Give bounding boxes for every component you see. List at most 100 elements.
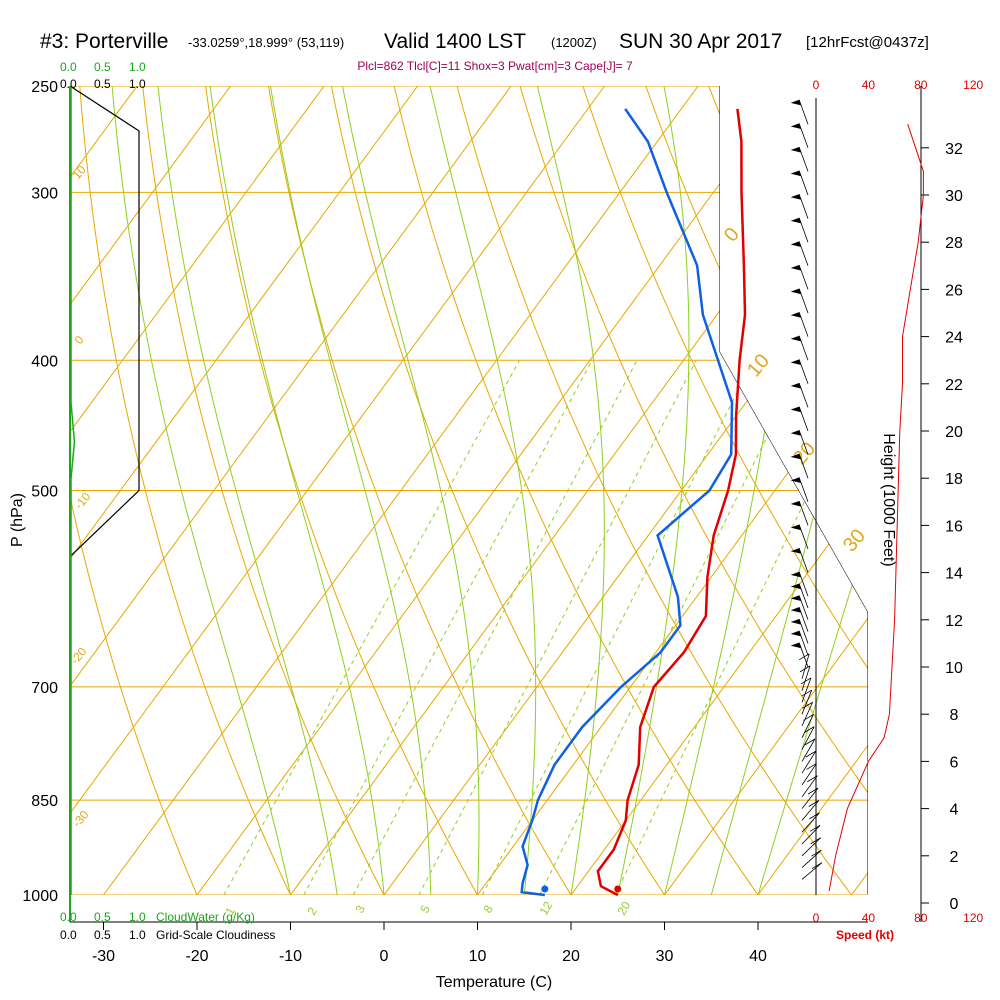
moist-adiabats (111, 86, 868, 895)
wind-barb-staff (801, 665, 811, 691)
wind-barb-staff (798, 618, 809, 644)
mixing-ratio-line (223, 360, 520, 895)
station-coords: -33.0259°,18.999° (53,119) (188, 35, 344, 50)
wind-barb-feather (802, 701, 813, 709)
mixing-ratio-line (303, 360, 593, 895)
plot-right-boundary (719, 86, 868, 895)
wind-barb-staff (798, 194, 809, 219)
wind-barb-pennant (790, 194, 802, 200)
wind-barb-pennant (790, 642, 802, 649)
wind-barb-staff (798, 288, 809, 314)
height-tick-label: 0 (950, 896, 959, 913)
wind-barb-pennant (790, 630, 802, 637)
valid-time-z: (1200Z) (551, 35, 597, 50)
dry-adiabat-line (139, 86, 385, 895)
wind-barb-staff (798, 170, 809, 196)
moist-adiabat-line (111, 86, 291, 895)
wind-barb-staff (801, 653, 810, 679)
wind-barb-feather (810, 837, 821, 845)
wind-barb-feather (801, 689, 812, 697)
wind-barb-staff (801, 775, 818, 798)
wind-speed-line (828, 124, 924, 892)
dewpoint-line (520, 108, 734, 897)
temperature-tick-label: 0 (380, 948, 389, 965)
wind-barb-staff (798, 583, 809, 609)
pressure-ticks: 250 300 400 500 700 850 1000 (22, 79, 58, 905)
pressure-tick-label: 1000 (22, 888, 58, 905)
wind-barb-staff (801, 726, 815, 750)
pressure-tick-label: 250 (31, 79, 58, 96)
dry-adiabat-line (574, 86, 868, 895)
height-axis-label: Height (1000 Feet) (880, 433, 897, 566)
wind-barb-staff (801, 849, 822, 868)
moist-adiabat-line (342, 86, 480, 895)
isotherm-line (664, 86, 868, 895)
cw-tick-bottom-1: 0.5 (94, 910, 111, 924)
speed-tick-top: 80 (914, 78, 928, 92)
dry-adiabat-label: 0 (720, 224, 744, 247)
dry-adiabats (70, 62, 1000, 895)
pressure-tick-label: 850 (31, 793, 58, 810)
surface-dewpoint-dot (541, 885, 549, 893)
wind-barb-feather (800, 677, 812, 685)
wind-barb-pennant (790, 430, 802, 436)
wind-barb-pennant (790, 312, 802, 318)
pressure-tick-label: 400 (31, 353, 58, 370)
height-tick-label: 8 (950, 707, 959, 724)
wind-barb-feather (809, 812, 820, 820)
isotherm-line (851, 86, 868, 895)
wind-barb-staff (798, 430, 809, 455)
wind-barb-staff (798, 595, 809, 620)
wind-barb-feather (804, 738, 816, 746)
wind-barb-staff (798, 217, 809, 243)
dry-adiabat-line (77, 86, 291, 895)
height-tick-label: 28 (945, 235, 963, 252)
height-tick-label: 10 (945, 660, 963, 677)
wind-barb-feather (807, 787, 819, 795)
dry-adiabat-line (201, 86, 478, 895)
wind-barb-staff (798, 630, 809, 656)
mixing-ratio-line (614, 360, 868, 895)
header: #3: Porterville -33.0259°,18.999° (53,11… (40, 30, 929, 73)
pressure-tick-label: 300 (31, 185, 58, 202)
wind-barb-pennant (790, 607, 802, 613)
isotherm-line (70, 86, 325, 895)
wind-barb-feather (806, 763, 817, 770)
moist-adiabat-line (270, 86, 432, 895)
wind-barb-staff (798, 548, 809, 573)
cl-tick-bottom-2: 1.0 (129, 928, 146, 942)
wind-barb-staff (798, 312, 809, 337)
mixing-ratio-label: 20 (614, 899, 633, 918)
dry-adiabat-line (326, 86, 665, 895)
speed-label: Speed (kt) (836, 928, 894, 942)
wind-barb-pennant (790, 571, 802, 578)
wind-barb-pennant (790, 500, 802, 507)
height-tick-label: 26 (945, 282, 963, 299)
wind-barb-staff (801, 825, 821, 845)
mixing-ratio-line (539, 360, 806, 895)
cw-tick-top-0: 0.0 (60, 60, 77, 74)
wind-barbs (790, 99, 823, 880)
wind-barb-pennant (790, 618, 802, 625)
wind-barb-pennant (790, 170, 802, 177)
wind-barb-staff (801, 738, 816, 762)
wind-barb-staff (798, 500, 809, 526)
wind-barb-feather (811, 862, 823, 870)
temperature-line (596, 108, 747, 897)
wind-barb-staff (801, 862, 823, 880)
mixing-ratio-line (352, 360, 638, 895)
wind-barb-pennant (790, 595, 802, 602)
wind-barb-staff (798, 453, 809, 479)
pressure-tick-label: 500 (31, 484, 58, 501)
moist-adiabat-line (209, 86, 385, 895)
wind-barb-staff (798, 477, 809, 502)
wind-barb-pennant (790, 453, 802, 460)
temperature-tick-label: -10 (279, 948, 302, 965)
speed-tick-top: 40 (862, 78, 876, 92)
speed-tick-top: 120 (963, 78, 983, 92)
dry-adiabat-line (886, 62, 1000, 895)
mixing-ratio-lines (223, 360, 868, 895)
wind-barb-staff (798, 264, 809, 290)
